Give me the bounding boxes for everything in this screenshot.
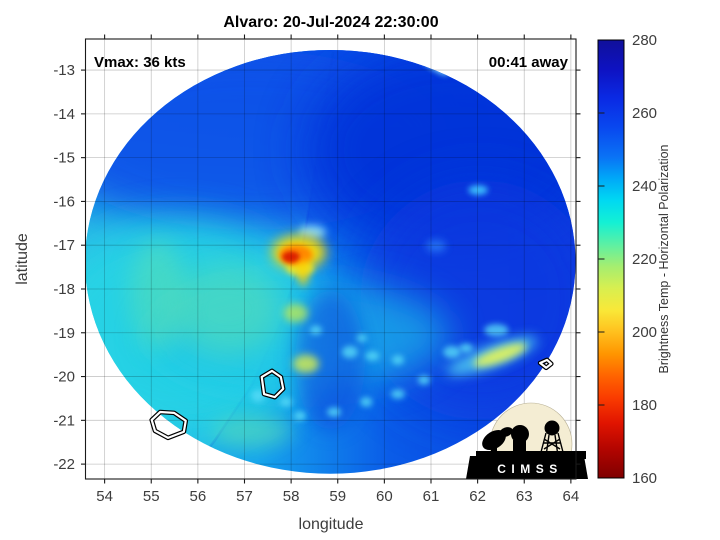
tb-contour-overlays bbox=[149, 357, 554, 441]
colorbar-tick-label: 280 bbox=[632, 32, 657, 49]
x-tick-label: 54 bbox=[96, 488, 113, 505]
logo-banner bbox=[466, 456, 588, 479]
yellow-streak-east bbox=[473, 343, 527, 367]
tb-contour bbox=[150, 410, 187, 439]
x-tick-label: 58 bbox=[283, 488, 300, 505]
rainband-dot bbox=[458, 343, 473, 353]
rainband-dot bbox=[309, 325, 322, 335]
colorbar: 280 260 240 220 200 180 160 Brightness Temp - … bbox=[597, 32, 671, 487]
cyan-speckle bbox=[484, 324, 509, 337]
dark-blue-east-of-seam bbox=[295, 289, 366, 430]
x-tick-label: 56 bbox=[190, 488, 207, 505]
green-patch-left bbox=[173, 264, 284, 356]
logo-observatory-silhouette-icon bbox=[476, 420, 586, 459]
colorbar-tick-label: 240 bbox=[632, 178, 657, 195]
y-tick-label: -16 bbox=[53, 193, 75, 210]
colorbar-ticks: 280 260 240 220 200 180 160 bbox=[598, 32, 657, 487]
burst-tail bbox=[297, 259, 310, 286]
rainband-dot bbox=[251, 389, 266, 402]
x-tick-label: 59 bbox=[329, 488, 346, 505]
colorbar-tick-label: 180 bbox=[632, 397, 657, 414]
rainband-dot bbox=[356, 334, 368, 342]
rainband-dot bbox=[360, 397, 373, 407]
x-tick-label: 64 bbox=[563, 488, 580, 505]
x-tick-label: 57 bbox=[236, 488, 253, 505]
tb-contour bbox=[260, 369, 285, 399]
colorbar-tick-label: 200 bbox=[632, 324, 657, 341]
y-tick-label: -21 bbox=[53, 412, 75, 429]
axes-frame: 54 55 56 57 58 59 60 61 62 63 64 -13 -14 -15 -16 -17 -18… bbox=[53, 34, 581, 505]
y-tick-label: -19 bbox=[53, 325, 75, 342]
x-axis-label: longitude bbox=[299, 516, 364, 533]
y-tick-label: -13 bbox=[53, 62, 75, 79]
colorbar-tick-label: 160 bbox=[632, 470, 657, 487]
y-tick-label: -22 bbox=[53, 456, 75, 473]
burst-min bbox=[282, 251, 300, 263]
plot-area bbox=[85, 49, 576, 474]
rainband-dot bbox=[341, 345, 358, 359]
y-tick-label: -17 bbox=[53, 237, 75, 254]
colorbar-tick-label: 260 bbox=[632, 105, 657, 122]
rainband-dot bbox=[365, 351, 380, 361]
y-tick-label: -18 bbox=[53, 281, 75, 298]
plot-box bbox=[84, 38, 577, 480]
x-tick-label: 61 bbox=[423, 488, 440, 505]
chart-title: Alvaro: 20-Jul-2024 22:30:00 bbox=[223, 14, 438, 31]
rainband-dot bbox=[293, 411, 307, 421]
rainband-dot bbox=[391, 355, 404, 365]
brightness-temp-image bbox=[85, 49, 576, 474]
rainband-dot bbox=[417, 375, 431, 385]
logo-text: CIMSS bbox=[497, 462, 563, 476]
colorbar-tick-label: 220 bbox=[632, 251, 657, 268]
x-tick-label: 60 bbox=[376, 488, 393, 505]
rainband-dot bbox=[443, 345, 461, 359]
x-tick-label: 62 bbox=[469, 488, 486, 505]
green-left-edge bbox=[129, 239, 186, 351]
x-tick-label: 55 bbox=[143, 488, 160, 505]
vmax-annotation: Vmax: 36 kts bbox=[94, 54, 186, 71]
colorbar-label: Brightness Temp - Horizontal Polarizatio… bbox=[657, 144, 671, 373]
green-bottom-left bbox=[211, 415, 293, 448]
yellow-cell bbox=[292, 354, 320, 374]
rainband-dot bbox=[390, 389, 405, 399]
cyan-speckle bbox=[468, 185, 488, 195]
rainband-dot bbox=[279, 397, 293, 407]
blue-speckle bbox=[426, 239, 446, 253]
y-tick-label: -20 bbox=[53, 369, 75, 386]
tb-contour bbox=[538, 358, 553, 369]
y-axis-label: latitude bbox=[14, 233, 31, 285]
cimss-logo: CIMSS bbox=[466, 402, 588, 479]
x-tick-label: 63 bbox=[516, 488, 533, 505]
time-offset-annotation: 00:41 away bbox=[489, 54, 569, 71]
y-tick-label: -15 bbox=[53, 150, 75, 167]
rainband-dot bbox=[327, 407, 342, 417]
y-tick-label: -14 bbox=[53, 106, 75, 123]
yellow-cell bbox=[283, 303, 308, 323]
